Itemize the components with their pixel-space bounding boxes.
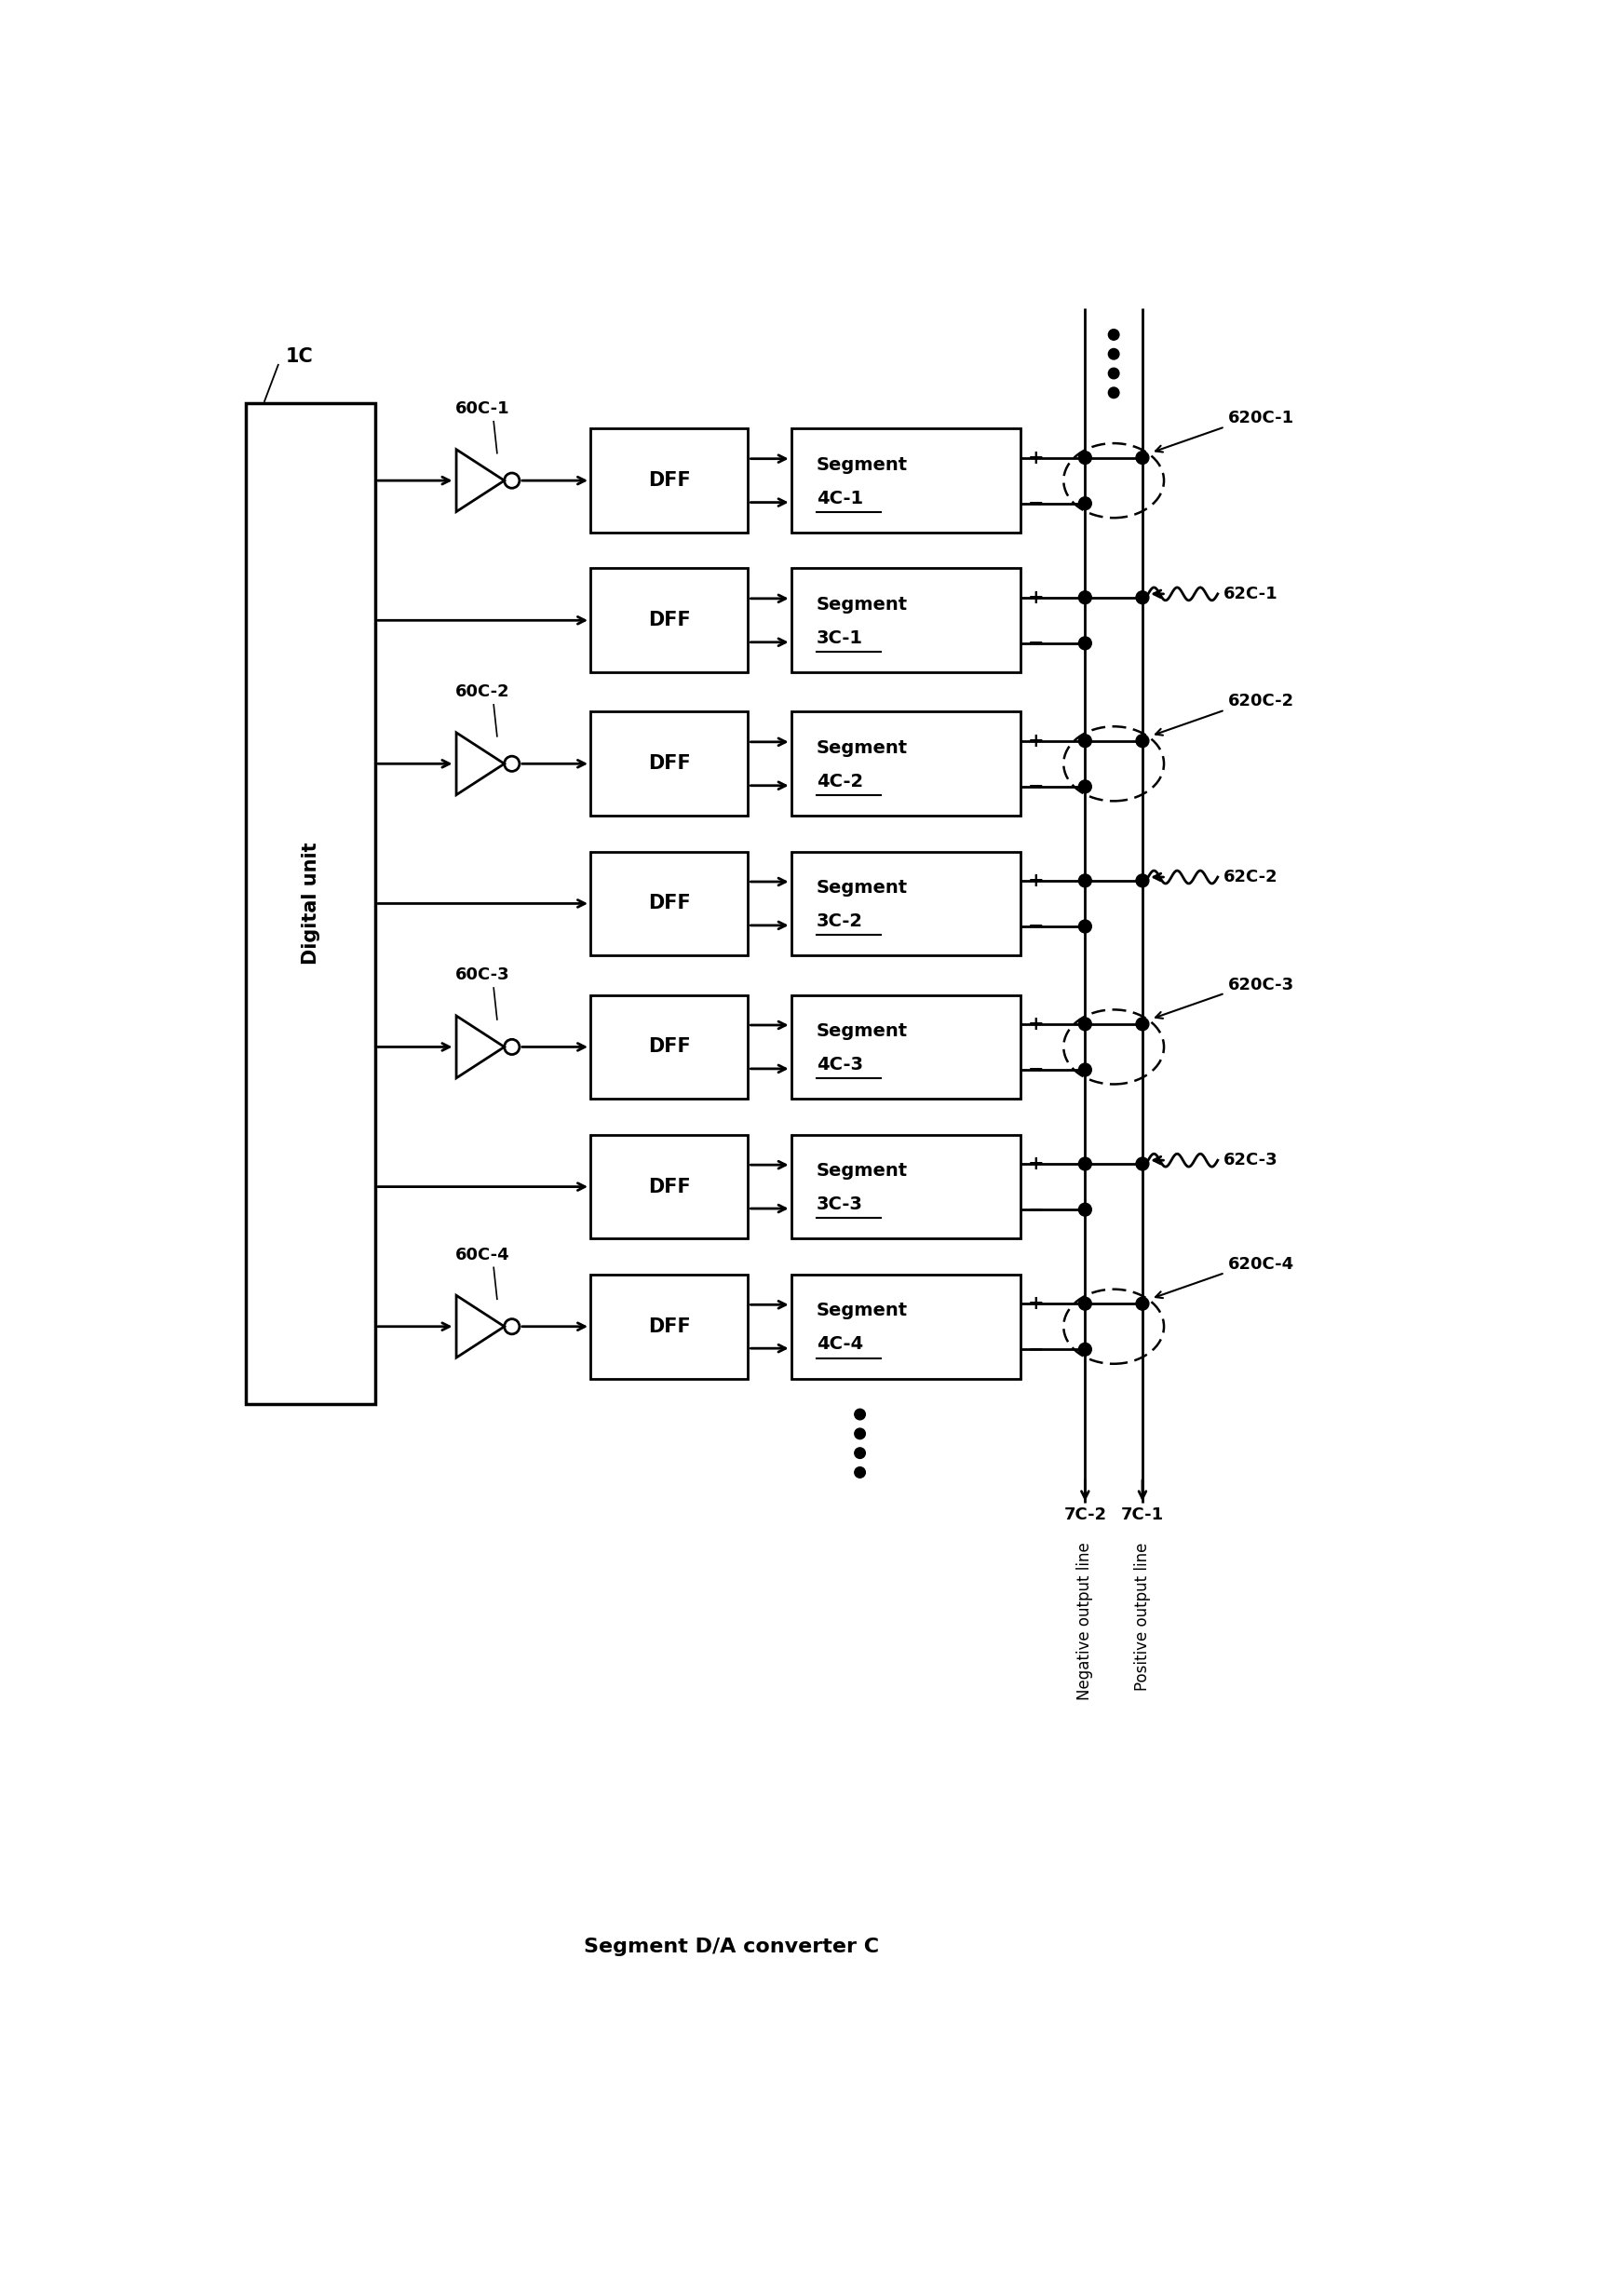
Text: DFF: DFF <box>647 611 691 629</box>
Text: 60C-4: 60C-4 <box>456 1247 511 1263</box>
Circle shape <box>1135 1017 1148 1031</box>
Circle shape <box>1079 1297 1092 1311</box>
Text: 620C-4: 620C-4 <box>1228 1256 1294 1272</box>
Text: Segment: Segment <box>816 1162 908 1180</box>
Text: 620C-3: 620C-3 <box>1228 976 1294 992</box>
Text: 1C: 1C <box>285 347 313 365</box>
Text: +: + <box>1028 1015 1045 1033</box>
Circle shape <box>1079 781 1092 792</box>
Text: 60C-2: 60C-2 <box>456 684 511 700</box>
Text: 4C-3: 4C-3 <box>816 1056 863 1075</box>
Bar <box>590 1274 748 1378</box>
Text: Segment D/A converter C: Segment D/A converter C <box>584 1938 879 1956</box>
Bar <box>792 994 1020 1100</box>
Circle shape <box>1135 1157 1148 1171</box>
Text: −: − <box>1028 1061 1045 1079</box>
Text: −: − <box>1028 1201 1045 1219</box>
Bar <box>792 712 1020 815</box>
Text: 620C-1: 620C-1 <box>1228 411 1294 427</box>
Circle shape <box>1079 921 1092 932</box>
Text: 62C-1: 62C-1 <box>1223 585 1278 602</box>
Text: +: + <box>1028 732 1045 751</box>
Circle shape <box>1079 1157 1092 1171</box>
Circle shape <box>1079 1063 1092 1077</box>
Circle shape <box>1108 367 1119 379</box>
Text: Segment: Segment <box>816 879 908 898</box>
Text: +: + <box>1028 588 1045 606</box>
Text: 62C-2: 62C-2 <box>1223 868 1278 886</box>
Text: Segment: Segment <box>816 595 908 613</box>
Bar <box>590 1134 748 1240</box>
Text: 3C-2: 3C-2 <box>816 912 863 930</box>
Text: Segment: Segment <box>816 1022 908 1040</box>
Text: −: − <box>1028 494 1045 512</box>
Bar <box>792 1274 1020 1378</box>
Text: DFF: DFF <box>647 1178 691 1196</box>
Circle shape <box>1079 1343 1092 1357</box>
Text: DFF: DFF <box>647 755 691 774</box>
Bar <box>792 429 1020 533</box>
Text: 7C-1: 7C-1 <box>1121 1506 1165 1522</box>
Circle shape <box>1079 735 1092 746</box>
Text: +: + <box>1028 1155 1045 1173</box>
Circle shape <box>1079 452 1092 464</box>
Text: 3C-1: 3C-1 <box>816 629 863 647</box>
Circle shape <box>1108 388 1119 397</box>
Text: 4C-4: 4C-4 <box>816 1336 863 1352</box>
Circle shape <box>855 1410 865 1419</box>
Circle shape <box>1079 590 1092 604</box>
Bar <box>247 404 375 1403</box>
Circle shape <box>1135 590 1148 604</box>
Text: DFF: DFF <box>647 893 691 914</box>
Circle shape <box>1108 328 1119 340</box>
Circle shape <box>1079 636 1092 650</box>
Text: DFF: DFF <box>647 1038 691 1056</box>
Circle shape <box>1079 1017 1092 1031</box>
Text: 60C-1: 60C-1 <box>456 400 511 418</box>
Circle shape <box>1135 1297 1148 1311</box>
Bar <box>590 569 748 673</box>
Text: −: − <box>1028 1341 1045 1359</box>
Text: −: − <box>1028 778 1045 797</box>
Bar <box>590 852 748 955</box>
Text: 62C-3: 62C-3 <box>1223 1153 1278 1169</box>
Circle shape <box>1079 875 1092 886</box>
Circle shape <box>855 1428 865 1440</box>
Text: −: − <box>1028 916 1045 937</box>
Text: 4C-2: 4C-2 <box>816 774 863 790</box>
Text: Segment: Segment <box>816 457 908 473</box>
Text: Segment: Segment <box>816 739 908 758</box>
Text: Segment: Segment <box>816 1302 908 1320</box>
Text: 7C-2: 7C-2 <box>1064 1506 1106 1522</box>
Text: 60C-3: 60C-3 <box>456 967 511 983</box>
Text: +: + <box>1028 448 1045 466</box>
Text: +: + <box>1028 872 1045 891</box>
Circle shape <box>1108 349 1119 360</box>
Circle shape <box>855 1467 865 1479</box>
Circle shape <box>1079 1203 1092 1217</box>
Text: Positive output line: Positive output line <box>1134 1543 1152 1690</box>
Circle shape <box>1135 735 1148 746</box>
Bar <box>792 1134 1020 1240</box>
Bar <box>590 429 748 533</box>
Text: Negative output line: Negative output line <box>1077 1543 1093 1699</box>
Text: DFF: DFF <box>647 471 691 489</box>
Text: 620C-2: 620C-2 <box>1228 693 1294 709</box>
Circle shape <box>1135 875 1148 886</box>
Bar <box>792 852 1020 955</box>
Circle shape <box>1079 496 1092 510</box>
Text: +: + <box>1028 1295 1045 1313</box>
Bar <box>590 994 748 1100</box>
Text: 3C-3: 3C-3 <box>816 1196 863 1215</box>
Text: Digital unit: Digital unit <box>302 843 320 964</box>
Text: 4C-1: 4C-1 <box>816 489 863 507</box>
Text: DFF: DFF <box>647 1318 691 1336</box>
Bar <box>792 569 1020 673</box>
Circle shape <box>1135 452 1148 464</box>
Circle shape <box>855 1449 865 1458</box>
Bar <box>590 712 748 815</box>
Text: −: − <box>1028 634 1045 652</box>
